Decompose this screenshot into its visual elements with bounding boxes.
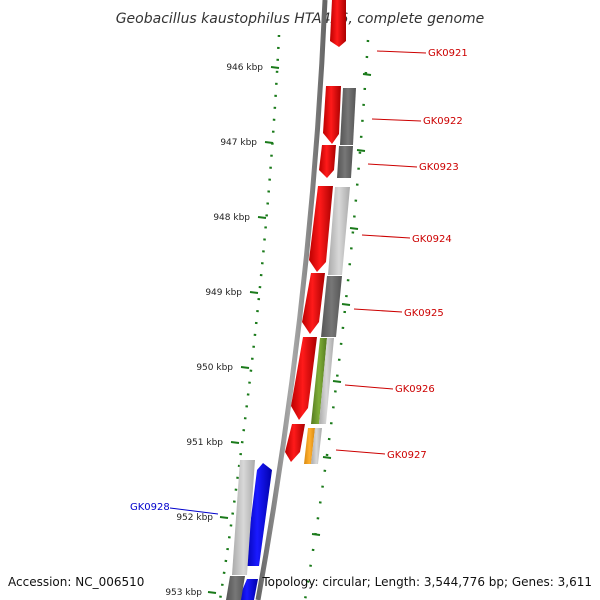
- cog-block: [304, 428, 315, 464]
- tick-label-949: 949 kbp: [205, 288, 242, 298]
- tick-label-946: 946 kbp: [226, 63, 263, 73]
- genome-backbone: [255, 0, 328, 600]
- cog-block: [321, 276, 342, 337]
- tick-label-948: 948 kbp: [213, 213, 250, 223]
- gene-gk0928[interactable]: [245, 463, 272, 566]
- tick-mark: [257, 216, 267, 219]
- label-gk0921[interactable]: GK0921: [428, 48, 468, 59]
- forward-strand-genes: [285, 0, 346, 462]
- cog-block: [311, 428, 322, 464]
- tick-mark: [207, 591, 217, 594]
- gene-gk0924[interactable]: [309, 186, 333, 272]
- tick-mark: [219, 516, 229, 519]
- gene-gk0921[interactable]: [330, 0, 346, 47]
- map-title: Geobacillus kaustophilus HTA426, complet…: [116, 11, 485, 27]
- label-gk0922[interactable]: GK0922: [423, 116, 463, 127]
- tick-mark: [270, 66, 280, 69]
- cog-block: [340, 88, 356, 145]
- gene-gk0922[interactable]: [323, 86, 341, 144]
- cog-block: [328, 187, 350, 275]
- gc-skew-track: [303, 39, 370, 600]
- tick-label-951: 951 kbp: [186, 438, 223, 448]
- tick-mark: [230, 441, 240, 444]
- tick-mark: [240, 366, 250, 369]
- tick-group: 946 kbp 947 kbp 948 kbp 949 kbp 950 kbp …: [165, 63, 280, 598]
- accession-label: Accession: NC_006510: [8, 575, 144, 589]
- tick-label-952: 952 kbp: [176, 513, 213, 523]
- tick-label-947: 947 kbp: [220, 138, 257, 148]
- label-gk0926[interactable]: GK0926: [395, 384, 435, 395]
- skew-ticks: [311, 73, 372, 536]
- cog-block: [337, 146, 353, 178]
- tick-label-950: 950 kbp: [196, 363, 233, 373]
- tick-mark: [249, 291, 259, 294]
- gene-gk0926[interactable]: [291, 337, 317, 420]
- tick-label-953: 953 kbp: [165, 588, 202, 598]
- tick-mark: [264, 141, 274, 144]
- cog-block: [311, 338, 327, 424]
- cog-block: [319, 338, 334, 424]
- gene-labels: GK0921 GK0922 GK0923 GK0924 GK0925 GK092…: [130, 48, 468, 515]
- topology-label: Topology: circular; Length: 3,544,776 bp…: [261, 575, 592, 589]
- label-gk0923[interactable]: GK0923: [419, 162, 459, 173]
- cog-block: [226, 576, 245, 600]
- gene-gk0925[interactable]: [302, 273, 325, 334]
- gene-gk0923[interactable]: [319, 145, 336, 178]
- cog-category-track: [226, 88, 356, 600]
- gene-gk0927[interactable]: [285, 424, 305, 462]
- label-gk0928[interactable]: GK0928: [130, 502, 170, 513]
- label-gk0925[interactable]: GK0925: [404, 308, 444, 319]
- label-gk0924[interactable]: GK0924: [412, 234, 452, 245]
- cog-block: [232, 460, 255, 575]
- reverse-strand-genes: [238, 463, 272, 600]
- label-gk0927[interactable]: GK0927: [387, 450, 427, 461]
- gene-gk0929[interactable]: [238, 579, 258, 600]
